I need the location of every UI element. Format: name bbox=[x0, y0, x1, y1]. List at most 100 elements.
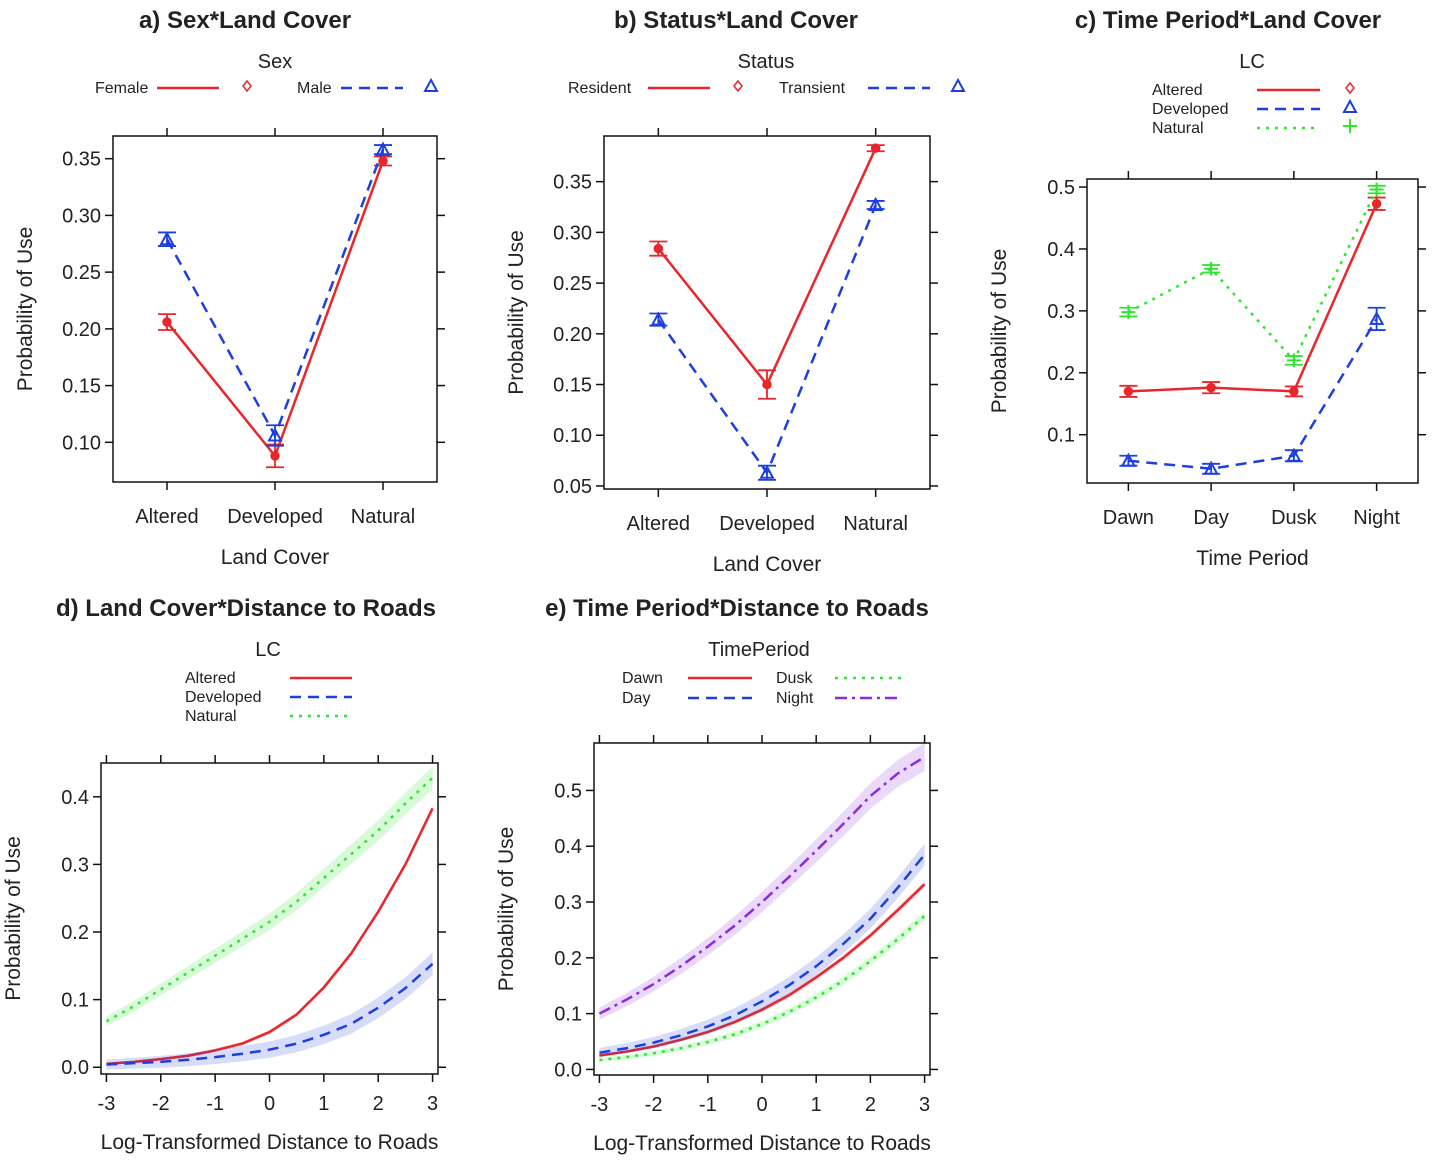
p1-point bbox=[159, 231, 175, 246]
p5-xtick-label: -3 bbox=[591, 1094, 609, 1116]
p2-point bbox=[759, 464, 775, 479]
p2-series-line bbox=[657, 204, 877, 476]
p2-point bbox=[867, 196, 884, 211]
p1-legend-marker bbox=[242, 79, 252, 93]
p5-ytick-label: 0.2 bbox=[554, 948, 582, 970]
p4-ytick-label: 0.2 bbox=[61, 922, 89, 944]
p5-legend-label: Day bbox=[622, 690, 650, 707]
p2-ylabel: Probability of Use bbox=[505, 230, 528, 395]
p3-plot-frame bbox=[1086, 178, 1419, 484]
p4-legend-label: Altered bbox=[185, 670, 236, 687]
p1-ylabel: Probability of Use bbox=[14, 227, 37, 392]
p5-series-line bbox=[598, 755, 926, 1015]
p3-series-line bbox=[1128, 203, 1378, 393]
p3-point bbox=[1371, 199, 1382, 209]
p3-ytick-label: 0.4 bbox=[1047, 239, 1075, 261]
p4-legend-label: Natural bbox=[185, 708, 237, 725]
p1-point bbox=[375, 141, 391, 156]
p5-xlabel: Log-Transformed Distance to Roads bbox=[593, 1132, 931, 1155]
p2-point bbox=[870, 143, 881, 153]
p5-legend-title: TimePeriod bbox=[708, 639, 810, 661]
p1-point bbox=[267, 427, 283, 442]
p5-xtick-label: -1 bbox=[699, 1094, 717, 1116]
p3-point bbox=[1369, 182, 1384, 197]
p2-ytick-label: 0.15 bbox=[553, 375, 592, 397]
p2-ytick-label: 0.05 bbox=[553, 476, 592, 498]
p2-ytick-label: 0.20 bbox=[553, 324, 592, 346]
p5-legend-label: Night bbox=[776, 690, 814, 707]
p3-xtick-label: Day bbox=[1193, 507, 1229, 529]
p5-ci-band bbox=[599, 742, 925, 1020]
p2-legend-marker bbox=[733, 79, 743, 93]
p5-ytick-label: 0.0 bbox=[554, 1059, 582, 1081]
p3-point bbox=[1206, 382, 1216, 393]
p2-point bbox=[653, 243, 664, 254]
p3-ylabel: Probability of Use bbox=[988, 249, 1011, 414]
p1-legend-label: Female bbox=[95, 80, 148, 97]
p2-ytick-label: 0.25 bbox=[553, 273, 592, 295]
p4-xtick-label: -2 bbox=[152, 1093, 170, 1115]
p1-ytick-label: 0.25 bbox=[62, 262, 101, 284]
p5-legend-label: Dusk bbox=[776, 670, 813, 687]
p2-series-line bbox=[657, 147, 877, 387]
p4-xtick-label: 0 bbox=[264, 1093, 275, 1115]
p4-title: d) Land Cover*Distance to Roads bbox=[56, 595, 436, 622]
p1-xtick-label: Altered bbox=[135, 506, 198, 528]
p1-xtick-label: Developed bbox=[227, 506, 323, 528]
p3-point bbox=[1203, 460, 1219, 475]
p3-series-line bbox=[1128, 318, 1378, 471]
p1-ytick-label: 0.35 bbox=[62, 149, 101, 171]
p2-legend-label: Transient bbox=[779, 80, 846, 97]
p3-xtick-label: Dusk bbox=[1271, 507, 1318, 529]
p3-point bbox=[1121, 305, 1136, 320]
p5-xtick-label: -2 bbox=[645, 1094, 663, 1116]
p3-point bbox=[1286, 353, 1301, 368]
p5-ytick-label: 0.4 bbox=[554, 836, 582, 858]
p3-xtick-label: Dawn bbox=[1103, 507, 1154, 529]
p1-series-line bbox=[165, 149, 385, 439]
p2-point bbox=[762, 379, 772, 390]
p1-legend-marker bbox=[423, 77, 439, 92]
p2-plot-frame bbox=[603, 135, 931, 490]
p2-legend-marker bbox=[950, 77, 966, 92]
p4-series-line bbox=[106, 962, 434, 1066]
p3-legend-label: Developed bbox=[1152, 101, 1229, 118]
p3-point bbox=[1204, 261, 1219, 276]
p3-point bbox=[1289, 386, 1299, 397]
p2-point bbox=[650, 311, 667, 326]
p5-xtick-label: 2 bbox=[865, 1094, 876, 1116]
p1-ytick-label: 0.30 bbox=[62, 205, 101, 227]
p3-legend-label: Natural bbox=[1152, 120, 1204, 137]
p2-xlabel: Land Cover bbox=[713, 553, 822, 576]
p3-legend-marker bbox=[1343, 119, 1357, 133]
p5-series-line bbox=[599, 883, 926, 1057]
p4-ci-band bbox=[106, 952, 433, 1070]
p1-xlabel: Land Cover bbox=[221, 546, 330, 569]
p3-series-line bbox=[1127, 188, 1378, 363]
p2-errorbar bbox=[866, 200, 885, 210]
p4-xtick-label: -3 bbox=[98, 1093, 116, 1115]
p4-ytick-label: 0.3 bbox=[61, 854, 89, 876]
p2-legend-label: Resident bbox=[568, 80, 632, 97]
p4-series-line bbox=[106, 807, 434, 1066]
p5-xtick-label: 3 bbox=[919, 1094, 930, 1116]
p4-legend-label: Developed bbox=[185, 689, 262, 706]
p3-point bbox=[1123, 386, 1134, 397]
p3-point bbox=[1120, 452, 1137, 467]
p4-xlabel: Log-Transformed Distance to Roads bbox=[101, 1131, 439, 1154]
p5-series-line bbox=[599, 853, 926, 1054]
p5-ylabel: Probability of Use bbox=[495, 827, 518, 992]
p3-legend-label: Altered bbox=[1152, 82, 1203, 99]
p3-point bbox=[1286, 447, 1302, 462]
p4-xtick-label: 3 bbox=[427, 1093, 438, 1115]
p2-title: b) Status*Land Cover bbox=[614, 7, 858, 34]
p4-xtick-label: -1 bbox=[206, 1093, 224, 1115]
p5-ytick-label: 0.3 bbox=[554, 892, 582, 914]
p4-ci-band bbox=[106, 805, 433, 1066]
p2-ytick-label: 0.35 bbox=[553, 172, 592, 194]
p3-ytick-label: 0.3 bbox=[1047, 301, 1075, 323]
p5-xtick-label: 1 bbox=[811, 1094, 822, 1116]
p1-ytick-label: 0.10 bbox=[62, 432, 101, 454]
